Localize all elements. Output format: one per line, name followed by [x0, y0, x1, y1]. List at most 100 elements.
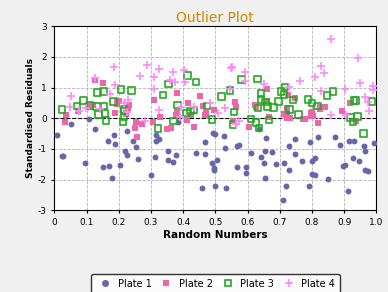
Point — [284, 116, 290, 120]
Point — [366, 109, 372, 113]
Point — [59, 153, 65, 158]
Point — [308, 111, 314, 116]
Point — [290, 98, 296, 102]
Point — [210, 131, 216, 135]
Point — [203, 110, 210, 115]
Point — [123, 111, 129, 116]
Point — [142, 119, 149, 123]
Point — [278, 89, 284, 94]
Point — [212, 132, 218, 137]
Point — [346, 100, 353, 105]
Point — [315, 134, 321, 139]
Point — [292, 136, 298, 141]
Point — [273, 161, 279, 166]
Point — [112, 83, 118, 87]
Point — [281, 111, 287, 116]
Point — [320, 71, 327, 75]
Point — [81, 98, 87, 103]
Point — [202, 152, 208, 157]
Point — [92, 75, 98, 80]
Point — [165, 149, 171, 154]
Point — [305, 97, 311, 102]
Point — [252, 102, 258, 107]
Point — [215, 111, 222, 115]
Point — [365, 100, 371, 105]
Point — [362, 167, 368, 172]
Point — [105, 139, 111, 143]
Point — [281, 161, 288, 165]
Point — [239, 77, 245, 82]
Point — [211, 168, 217, 173]
Point — [107, 92, 113, 96]
Point — [74, 104, 80, 109]
Point — [222, 146, 229, 150]
Point — [342, 162, 348, 167]
Point — [337, 142, 343, 147]
Point — [85, 103, 91, 107]
Point — [230, 119, 236, 124]
Point — [309, 159, 315, 164]
Point — [124, 153, 130, 158]
Point — [309, 171, 315, 176]
Point — [111, 133, 117, 138]
Point — [258, 97, 264, 102]
Point — [125, 98, 131, 103]
Point — [351, 138, 357, 143]
Point — [353, 98, 359, 102]
Point — [328, 37, 334, 41]
Point — [130, 139, 136, 144]
Point — [100, 165, 106, 169]
Point — [270, 105, 277, 110]
Point — [212, 184, 218, 189]
Point — [286, 85, 293, 89]
Point — [209, 161, 215, 166]
Point — [121, 109, 127, 113]
Point — [139, 122, 145, 127]
Point — [121, 107, 127, 112]
Point — [262, 176, 268, 180]
Point — [314, 120, 320, 125]
Point — [100, 89, 106, 94]
Point — [191, 108, 197, 112]
Point — [371, 141, 378, 146]
Point — [133, 134, 140, 139]
Point — [101, 104, 107, 108]
Point — [243, 171, 249, 176]
Title: Outlier Plot: Outlier Plot — [177, 11, 254, 25]
Point — [312, 155, 318, 160]
Point — [292, 95, 298, 100]
Point — [173, 153, 179, 158]
Point — [269, 150, 275, 154]
Point — [314, 104, 320, 109]
Point — [133, 144, 139, 149]
Point — [357, 81, 363, 85]
Point — [85, 116, 92, 121]
Point — [174, 110, 180, 114]
Point — [178, 104, 184, 109]
Point — [62, 120, 68, 124]
Point — [318, 88, 324, 93]
Point — [206, 100, 213, 105]
Point — [181, 67, 187, 72]
Point — [227, 88, 233, 93]
Point — [155, 126, 161, 131]
Point — [230, 122, 236, 127]
Point — [282, 85, 288, 89]
Point — [111, 99, 117, 104]
Point — [157, 114, 163, 119]
Point — [307, 140, 313, 145]
Point — [324, 93, 330, 98]
Point — [284, 106, 290, 111]
Point — [266, 115, 272, 120]
Point — [347, 115, 353, 120]
Point — [264, 104, 270, 109]
Point — [95, 90, 101, 95]
Point — [199, 186, 205, 190]
Point — [83, 106, 89, 110]
Point — [122, 148, 128, 153]
Point — [248, 117, 254, 121]
Point — [346, 138, 352, 143]
Point — [160, 93, 166, 98]
Point — [258, 91, 264, 96]
Point — [232, 100, 238, 105]
